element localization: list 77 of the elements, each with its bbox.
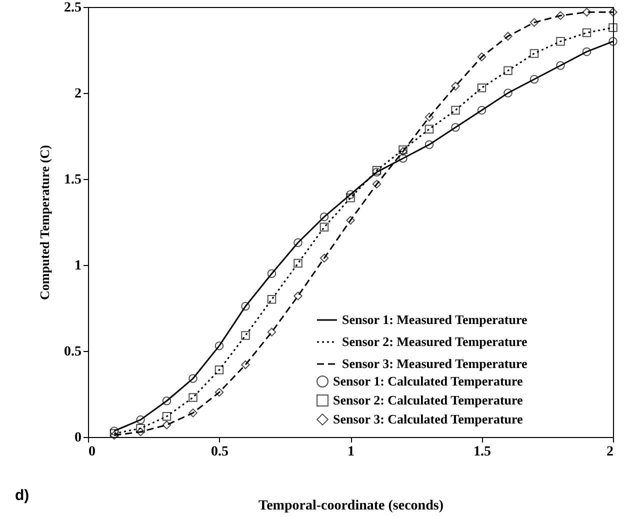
point [451,123,460,132]
point [504,32,512,41]
point [398,154,408,163]
y-tick-label: 2 [74,86,82,102]
point [241,360,250,370]
point [608,37,618,46]
point [424,112,434,122]
point [346,190,355,199]
legend-label: Sensor 3: Calculated Temperature [333,412,524,426]
legend-label: Sensor 2: Measured Temperature [342,334,528,349]
point [504,66,512,76]
y-tick-label: 0 [74,430,82,446]
point [267,328,276,336]
point [477,52,486,62]
point [556,37,565,46]
point [267,295,276,304]
x-tick-label: 0 [88,444,96,460]
point [162,412,172,421]
legend-label: Sensor 1: Measured Temperature [342,312,528,327]
point [582,28,592,38]
legend-label: Sensor 2: Calculated Temperature [333,392,524,408]
point [582,8,592,17]
point [477,83,486,92]
point [372,180,382,189]
x-axis-title: Temporal-coordinate (seconds) [258,498,444,514]
x-tick-label: 1 [348,444,354,460]
point [398,145,408,154]
point [136,427,145,436]
x-tick-label: 2 [606,444,614,460]
point [294,238,302,248]
point [556,11,565,20]
point [477,106,486,115]
point [294,258,302,268]
point [608,8,618,17]
point [504,88,512,98]
point [346,194,355,202]
y-tick-label: 0.5 [64,344,82,360]
x-tick-label: 0.5 [211,444,228,460]
point [451,82,460,90]
point [188,374,198,383]
text: d) [15,487,30,504]
point [241,331,250,340]
point [214,366,224,374]
y-tick-label: 1 [74,258,82,274]
point [294,292,302,300]
point [320,212,329,222]
point [398,147,408,156]
point [346,216,355,225]
point [188,408,198,418]
point [556,61,565,70]
legend-label: Sensor 3: Measured Temperature [342,356,528,371]
point [241,302,250,311]
point [136,415,145,424]
point [110,429,119,438]
point [424,140,434,149]
point [530,49,539,58]
y-axis-title: Computed Temperature (C) [37,144,52,300]
y-tick-label: 1.5 [64,172,82,188]
point [320,222,329,232]
point [110,426,119,436]
point [451,106,460,115]
point [188,393,198,402]
point [582,47,592,56]
point [214,388,224,397]
point [162,396,172,406]
point [424,124,434,134]
legend-label: Sensor 1: Calculated Temperature [333,374,524,388]
point [162,420,172,430]
point [530,74,539,84]
x-tick-label: 1.5 [474,444,491,460]
point [530,18,539,27]
point [320,254,329,262]
point [267,269,276,278]
point [608,23,618,32]
y-tick-label: 2.5 [64,0,82,16]
point [214,341,224,350]
point [136,424,145,433]
